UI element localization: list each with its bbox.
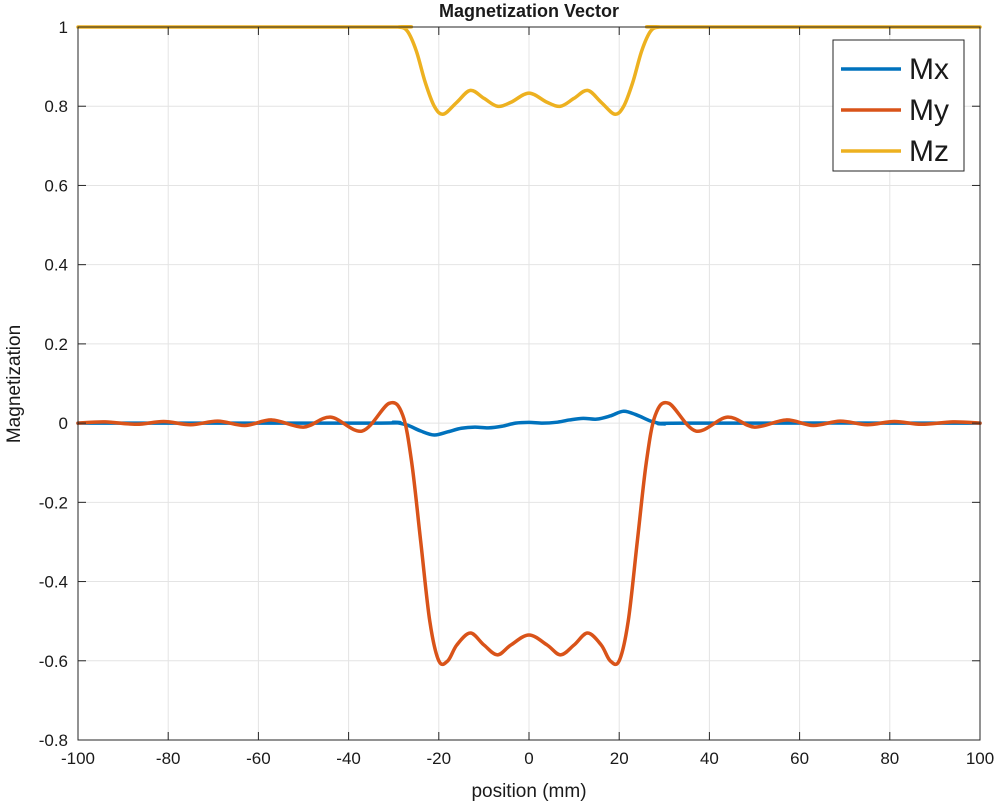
y-tick-label: 0.6 <box>44 176 68 195</box>
x-tick-label: 60 <box>790 749 809 768</box>
x-tick-label: -80 <box>156 749 181 768</box>
x-tick-label: 80 <box>880 749 899 768</box>
x-tick-label: 0 <box>524 749 533 768</box>
x-tick-label: 100 <box>966 749 994 768</box>
series-line-mz <box>76 24 982 116</box>
legend-box <box>832 39 965 172</box>
y-tick-label: -0.4 <box>39 573 68 592</box>
legend-label-mz: Mz <box>909 135 949 168</box>
chart-title: Magnetization Vector <box>439 1 619 21</box>
x-tick-label: -100 <box>61 749 95 768</box>
x-tick-label: 20 <box>610 749 629 768</box>
y-tick-label: 0 <box>59 414 68 433</box>
series-line-mx <box>76 409 982 437</box>
series-line-my <box>76 400 982 667</box>
y-tick-label: 1 <box>59 18 68 37</box>
y-axis-title: Magnetization <box>4 325 25 443</box>
x-tick-label: 40 <box>700 749 719 768</box>
legend-label-mx: Mx <box>909 53 949 86</box>
x-axis-title: position (mm) <box>471 781 586 802</box>
legend-label-my: My <box>909 94 949 127</box>
y-tick-label: 0.2 <box>44 335 68 354</box>
y-tick-label: 0.8 <box>44 97 68 116</box>
axis-ticks: -100 -80 -60 -40 -20 0 20 40 60 80 100 -0.8 -0.6 -0.4… <box>39 18 994 768</box>
x-tick-label: -20 <box>427 749 452 768</box>
y-tick-label: -0.6 <box>39 652 68 671</box>
y-tick-label: 0.4 <box>44 256 68 275</box>
y-tick-label: -0.2 <box>39 493 68 512</box>
x-tick-label: -40 <box>336 749 361 768</box>
legend: Mx My Mz <box>832 39 965 172</box>
x-tick-label: -60 <box>246 749 271 768</box>
y-tick-label: -0.8 <box>39 731 68 750</box>
plot-lines <box>76 24 982 667</box>
